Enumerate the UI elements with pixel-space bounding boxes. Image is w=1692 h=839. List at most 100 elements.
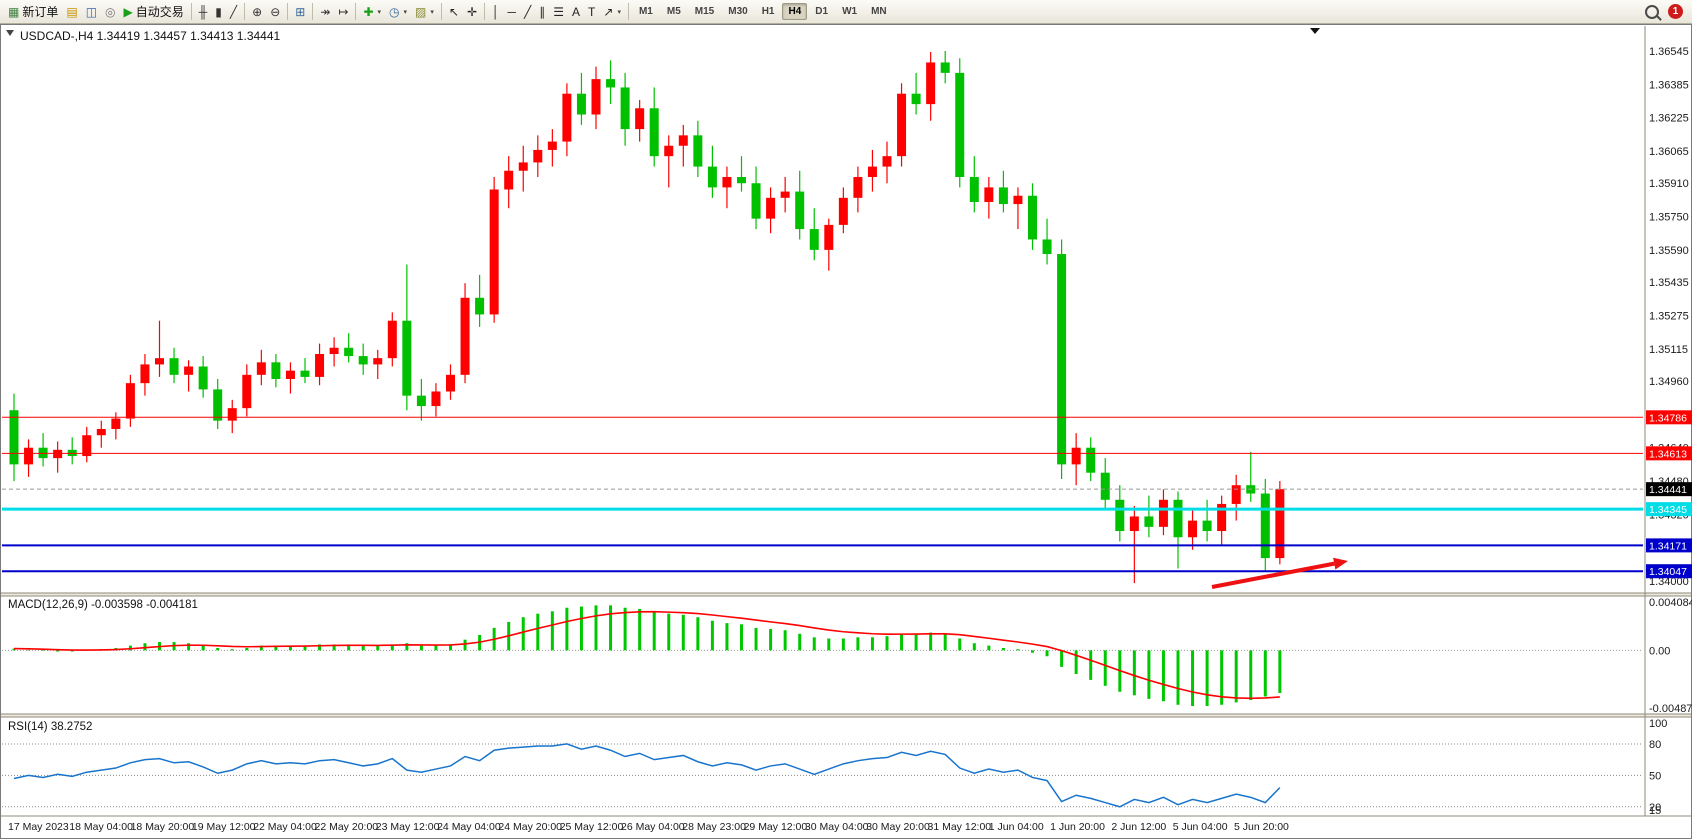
candle-body	[344, 347, 354, 357]
candle-body	[242, 374, 252, 409]
timeframe-d1-button[interactable]: D1	[815, 6, 829, 17]
candle-body	[722, 176, 732, 188]
horizontal-line-icon: ─	[507, 4, 517, 19]
text-label-button[interactable]: T	[584, 1, 599, 23]
time-tick: 17 May 2023	[8, 821, 69, 833]
time-tick: 22 May 04:00	[253, 821, 317, 833]
candle-body	[969, 176, 979, 202]
timeframe-h1-button[interactable]: H1	[761, 6, 775, 17]
time-tick: 24 May 20:00	[498, 821, 562, 833]
arrow-annotation[interactable]	[1211, 557, 1348, 589]
candle-body	[1042, 239, 1052, 255]
toolbar-right-group: 1	[1645, 4, 1688, 19]
timeframe-h4-button[interactable]: H4	[782, 3, 808, 20]
search-icon[interactable]	[1645, 4, 1659, 19]
candle-body	[1115, 499, 1125, 532]
trendline-button[interactable]: ╱	[520, 1, 535, 23]
auto-scroll-button[interactable]: ↠	[316, 1, 334, 23]
tile-windows-button[interactable]: ⊞	[291, 1, 309, 23]
price-label-1.34613	[1646, 446, 1692, 461]
vertical-line-button[interactable]: │	[488, 1, 504, 23]
price-axis[interactable]: 1.36545 1.36385 1.36225 1.36065 1.35910 1.357…	[1646, 46, 1692, 588]
dropdown-caret-icon: ▾	[617, 8, 621, 16]
toolbar-separator	[190, 3, 192, 20]
arrow-head[interactable]	[1333, 557, 1348, 570]
macd-indicator: 0.004084 0.00 -0.004872	[2, 597, 1692, 715]
price-label-1.34786-text: 1.34786	[1649, 412, 1687, 424]
line-chart-icon: ╱	[229, 4, 238, 19]
candle-body	[184, 366, 194, 375]
candle-body	[504, 170, 514, 190]
notification-badge[interactable]: 1	[1668, 4, 1683, 19]
macd-axis-tick: 0.004084	[1649, 597, 1692, 609]
candle-body	[475, 297, 485, 315]
auto-scroll-icon: ↠	[320, 4, 331, 19]
candle-body	[460, 297, 470, 375]
panel-borders	[0, 24, 1692, 839]
candle-body	[824, 224, 834, 250]
alerts-button[interactable]: ◎	[101, 1, 119, 23]
candle-body	[82, 435, 92, 457]
price-label-1.34047-text: 1.34047	[1649, 566, 1687, 578]
timeframe-m5-button[interactable]: M5	[666, 6, 681, 17]
toolbar-separator	[312, 3, 314, 20]
new-order-button[interactable]: ▦ 新订单	[4, 1, 62, 23]
chart-dropdown-arrow-icon[interactable]	[1310, 28, 1320, 34]
bar-chart-icon: ╫	[198, 4, 208, 19]
channel-button[interactable]: ∥	[535, 1, 549, 23]
arrows-button[interactable]: ↗ ▾	[599, 1, 625, 23]
text-button[interactable]: A	[568, 1, 584, 23]
time-tick: 5 Jun 20:00	[1234, 821, 1289, 833]
price-tick: 1.35115	[1649, 344, 1688, 356]
price-tick: 1.35910	[1649, 178, 1689, 190]
timeframe-m30-button[interactable]: M30	[728, 6, 748, 17]
horizontal-line-objects[interactable]	[2, 416, 1643, 573]
candle-body	[198, 366, 208, 390]
price-label-1.34171-text: 1.34171	[1649, 540, 1687, 552]
one-click-trading-toggle-icon[interactable]	[6, 30, 14, 36]
candlestick-type-button[interactable]: ▮	[211, 1, 226, 23]
auto-trading-icon: ▶	[123, 4, 133, 19]
candle-body	[140, 364, 150, 384]
horizontal-line-button[interactable]: ─	[504, 1, 521, 23]
toolbar-separator	[627, 3, 629, 20]
line-chart-type-button[interactable]: ╱	[226, 1, 241, 23]
timeframe-w1-button[interactable]: W1	[842, 6, 858, 17]
price-label-1.34047	[1646, 564, 1692, 579]
candle-body	[1173, 499, 1183, 538]
tile-windows-icon: ⊞	[295, 4, 306, 19]
timeframe-m1-button[interactable]: M1	[638, 6, 653, 17]
templates-button[interactable]: ▨ ▾	[411, 1, 438, 23]
candle-body	[926, 62, 936, 105]
candle-body	[1275, 489, 1285, 559]
zoom-in-icon: ⊕	[252, 4, 263, 19]
fibonacci-button[interactable]: ☰	[549, 1, 568, 23]
chart-shift-button[interactable]: ↦	[334, 1, 352, 23]
toolbar: ▦ 新订单 ▤ ◫ ◎ ▶ 自动交易 ╫ ▮ ╱ ⊕ ⊖ ⊞ ↠ ↦ ✚ ▾ ◷ ▾ ▨ ▾ ↖ ✛ │ ─ ╱ ∥ ☰ A T ↗ ▾ M1 M…	[0, 0, 1692, 24]
candle-body	[402, 320, 412, 396]
arrow-shaft[interactable]	[1211, 561, 1335, 589]
profiles-button[interactable]: ◫	[82, 1, 101, 23]
candle-body	[853, 176, 863, 198]
macd-axis-tick: 0.00	[1649, 645, 1670, 657]
charts-button[interactable]: ▤	[62, 1, 81, 23]
candle-body	[547, 141, 557, 150]
timeframe-mn-button[interactable]: MN	[871, 6, 887, 17]
zoom-out-button[interactable]: ⊖	[266, 1, 284, 23]
bar-chart-type-button[interactable]: ╫	[195, 1, 212, 23]
auto-trading-button[interactable]: ▶ 自动交易	[120, 1, 188, 23]
price-label-1.34786	[1646, 410, 1692, 425]
zoom-in-button[interactable]: ⊕	[248, 1, 266, 23]
periods-button[interactable]: ◷ ▾	[385, 1, 411, 23]
indicators-button[interactable]: ✚ ▾	[359, 1, 385, 23]
macd-axis-tick: -0.004872	[1649, 703, 1692, 715]
crosshair-button[interactable]: ✛	[463, 1, 481, 23]
cursor-button[interactable]: ↖	[445, 1, 463, 23]
price-tick: 1.35590	[1649, 245, 1689, 257]
timeframe-m15-button[interactable]: M15	[694, 6, 715, 17]
candle-body	[53, 449, 63, 459]
candle-body	[737, 176, 746, 184]
